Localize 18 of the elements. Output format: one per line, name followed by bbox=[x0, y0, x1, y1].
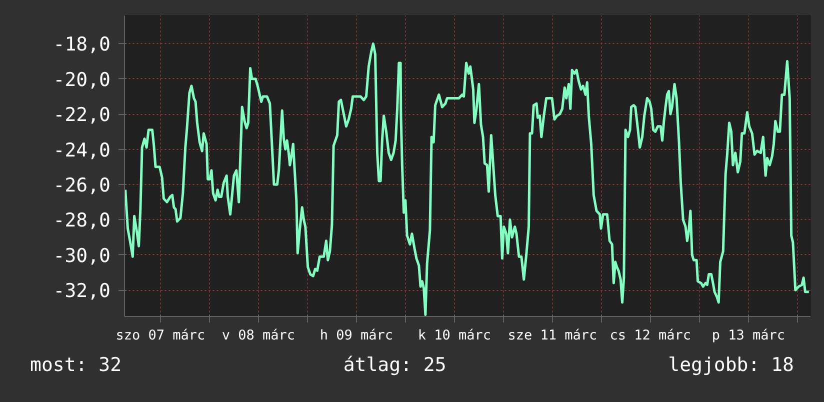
x-tick-label: cs 12 márc bbox=[610, 328, 692, 344]
y-tick-label: -20,0 bbox=[53, 68, 111, 91]
y-tick-label: -28,0 bbox=[53, 210, 111, 232]
y-tick-label: -26,0 bbox=[53, 174, 111, 196]
y-tick-label: -30,0 bbox=[53, 244, 111, 267]
x-tick-label: p 13 márc bbox=[712, 328, 786, 344]
x-tick-label: h 09 márc bbox=[320, 328, 394, 344]
x-tick-label: k 10 márc bbox=[418, 328, 492, 344]
text: legjobb: 18 bbox=[668, 353, 794, 378]
x-tick-label: v 08 márc bbox=[222, 328, 296, 344]
y-tick-label: -24,0 bbox=[53, 139, 111, 162]
text: most: 32 bbox=[30, 353, 122, 378]
y-tick-label: -18,0 bbox=[53, 34, 111, 56]
x-tick-label: sze 11 márc bbox=[508, 328, 598, 344]
text: átlag: 25 bbox=[343, 353, 446, 378]
y-tick-label: -32,0 bbox=[53, 280, 111, 302]
y-tick-label: -22,0 bbox=[53, 104, 111, 126]
x-tick-label: szo 07 márc bbox=[116, 328, 206, 344]
